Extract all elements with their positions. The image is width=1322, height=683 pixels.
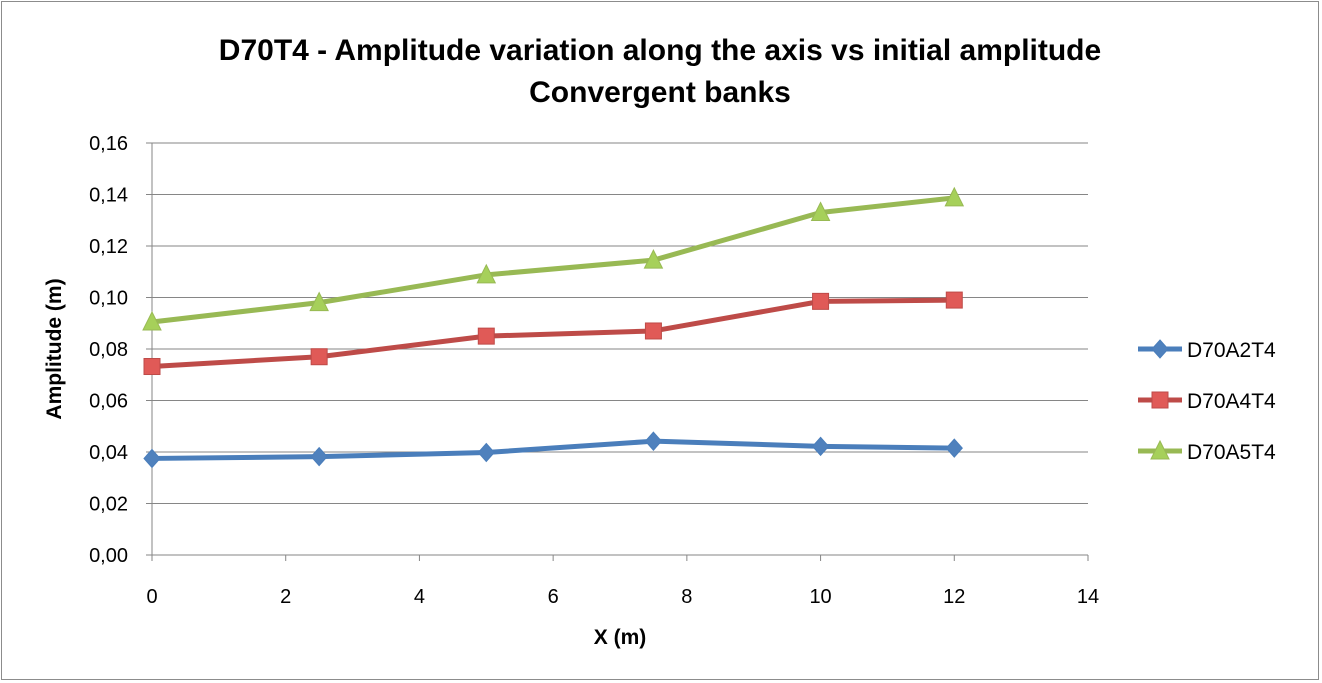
y-tick-label: 0,02 xyxy=(89,494,128,516)
legend-label: D70A4T4 xyxy=(1187,390,1276,413)
data-point xyxy=(309,291,329,312)
y-tick-label: 0,04 xyxy=(89,442,128,464)
y-tick-label: 0,10 xyxy=(89,288,128,310)
legend-label: D70A5T4 xyxy=(1187,441,1276,464)
grid-lines xyxy=(152,142,1088,504)
legend-label: D70A2T4 xyxy=(1187,339,1276,362)
data-point xyxy=(810,201,831,222)
data-point xyxy=(811,436,830,457)
data-point xyxy=(945,438,963,458)
y-tick-label: 0,08 xyxy=(89,339,128,361)
data-point xyxy=(477,327,495,345)
data-point xyxy=(143,358,161,376)
x-tick-label: 4 xyxy=(414,586,425,608)
y-tick-label: 0,00 xyxy=(89,545,128,567)
data-point xyxy=(945,291,963,309)
data-point xyxy=(143,448,161,469)
x-tick-label: 2 xyxy=(280,586,291,608)
data-point xyxy=(310,446,328,467)
x-axis-title: X (m) xyxy=(594,626,647,649)
legend-marker xyxy=(1151,339,1169,359)
series-line xyxy=(149,438,957,461)
x-tick-label: 0 xyxy=(146,586,157,608)
legend-item: D70A4T4 xyxy=(1138,390,1276,413)
x-tick-label: 8 xyxy=(681,586,692,608)
series-D70A2T4 xyxy=(143,431,963,469)
data-point xyxy=(643,249,664,269)
y-tick-label: 0,06 xyxy=(89,391,128,413)
data-point xyxy=(644,431,663,451)
y-axis-title: Amplitude (m) xyxy=(43,278,66,419)
series-group xyxy=(142,186,965,469)
legend-item: D70A2T4 xyxy=(1138,339,1276,362)
legend-marker xyxy=(1150,439,1170,460)
data-point xyxy=(142,310,162,331)
data-point xyxy=(812,292,830,310)
data-point xyxy=(476,263,497,284)
tick-labels: 0,00 0,02 0,04 0,06 0,08 0,10 0,12 0,14 0,16 0 2 4 6… xyxy=(89,133,1099,608)
series-line xyxy=(149,195,957,325)
series-D70A4T4 xyxy=(143,291,963,376)
legend-item: D70A5T4 xyxy=(1138,439,1276,464)
axes xyxy=(146,142,1089,561)
data-point xyxy=(310,348,328,366)
data-point xyxy=(944,186,965,207)
x-tick-label: 12 xyxy=(943,586,965,608)
data-point xyxy=(477,442,495,463)
y-tick-label: 0,12 xyxy=(89,236,128,258)
legend: D70A2T4 D70A4T4 D70A5T4 xyxy=(1138,339,1276,464)
x-tick-label: 10 xyxy=(809,586,831,608)
series-D70A5T4 xyxy=(142,186,965,331)
legend-marker xyxy=(1151,391,1169,409)
y-tick-label: 0,14 xyxy=(89,185,128,207)
x-tick-label: 14 xyxy=(1077,586,1099,608)
data-point xyxy=(644,322,662,340)
series-line xyxy=(149,297,957,370)
y-tick-label: 0,16 xyxy=(89,133,128,155)
x-tick-label: 6 xyxy=(548,586,559,608)
chart-title: D70T4 - Amplitude variation along the ax… xyxy=(219,34,1101,67)
chart-subtitle: Convergent banks xyxy=(529,76,791,109)
